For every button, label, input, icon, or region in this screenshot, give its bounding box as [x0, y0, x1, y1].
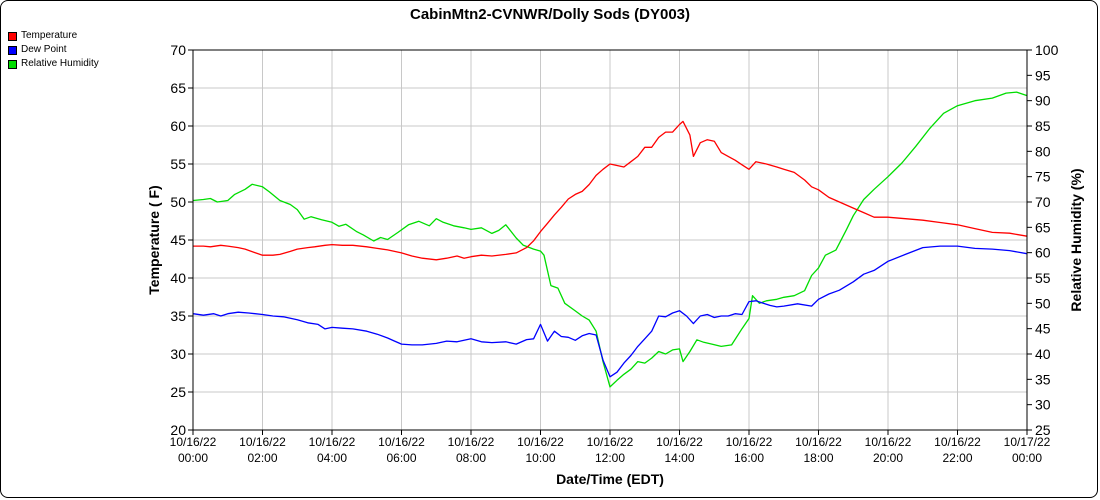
- x-tick-date: 10/16/22: [587, 435, 634, 449]
- x-tick-time: 18:00: [803, 451, 833, 465]
- x-tick-date: 10/16/22: [170, 435, 217, 449]
- y-tick-label: 35: [170, 308, 186, 324]
- x-axis-label: Date/Time (EDT): [556, 471, 664, 487]
- legend-label: Relative Humidity: [21, 58, 99, 69]
- y2-tick-label: 35: [1035, 371, 1051, 387]
- y2-tick-label: 40: [1035, 346, 1051, 362]
- legend-swatch-relative-humidity: [8, 59, 17, 69]
- x-tick-date: 10/16/22: [656, 435, 703, 449]
- x-tick-date: 10/16/22: [726, 435, 773, 449]
- y-tick-label: 30: [170, 346, 186, 362]
- y2-tick-label: 55: [1035, 270, 1051, 286]
- y2-axis-label: Relative Humidity (%): [1068, 168, 1084, 311]
- y2-tick-label: 90: [1035, 93, 1051, 109]
- legend-item-dew-point: Dew Point: [8, 43, 99, 57]
- legend-item-relative-humidity: Relative Humidity: [8, 57, 99, 71]
- x-tick-date: 10/16/22: [378, 435, 425, 449]
- x-tick-time: 00:00: [1012, 451, 1042, 465]
- y2-tick-label: 95: [1035, 67, 1051, 83]
- x-tick-date: 10/17/22: [1004, 435, 1051, 449]
- legend: Temperature Dew Point Relative Humidity: [8, 29, 99, 71]
- y2-tick-label: 50: [1035, 295, 1051, 311]
- y-tick-label: 60: [170, 118, 186, 134]
- x-tick-time: 20:00: [873, 451, 903, 465]
- x-tick-date: 10/16/22: [309, 435, 356, 449]
- y2-tick-label: 30: [1035, 397, 1051, 413]
- y2-tick-label: 75: [1035, 169, 1051, 185]
- y2-tick-label: 45: [1035, 321, 1051, 337]
- x-tick-date: 10/16/22: [517, 435, 564, 449]
- legend-label: Temperature: [21, 30, 78, 41]
- chart-title: CabinMtn2-CVNWR/Dolly Sods (DY003): [410, 6, 690, 23]
- gridlines: [192, 49, 1028, 431]
- legend-item-temperature: Temperature: [8, 29, 99, 43]
- left-axis-ticks: 20 25 30 35 40 45 50 55 60 65 70: [170, 42, 193, 438]
- legend-swatch-temperature: [8, 31, 17, 41]
- y-tick-label: 50: [170, 194, 186, 210]
- y2-tick-label: 85: [1035, 118, 1051, 134]
- y2-tick-label: 100: [1035, 42, 1059, 58]
- series-layer: [192, 91, 1028, 388]
- legend-label: Dew Point: [21, 44, 67, 55]
- y-tick-label: 55: [170, 156, 186, 172]
- x-tick-date: 10/16/22: [448, 435, 495, 449]
- x-tick-time: 12:00: [595, 451, 625, 465]
- y-axis-label: Temperature ( F): [146, 185, 162, 294]
- right-axis-ticks: 25 30 35 40 45 50 55 60 65 70 75 80 85 90 95 100: [1027, 42, 1059, 438]
- y-tick-label: 40: [170, 270, 186, 286]
- x-tick-date: 10/16/22: [239, 435, 286, 449]
- y2-tick-label: 70: [1035, 194, 1051, 210]
- x-tick-date: 10/16/22: [865, 435, 912, 449]
- series-line-temperature: [193, 120, 1028, 261]
- y-tick-label: 45: [170, 232, 186, 248]
- y2-tick-label: 25: [1035, 422, 1051, 438]
- x-tick-time: 16:00: [734, 451, 764, 465]
- x-tick-time: 08:00: [456, 451, 486, 465]
- legend-swatch-dew-point: [8, 45, 17, 55]
- y-tick-label: 65: [170, 80, 186, 96]
- y2-tick-label: 80: [1035, 143, 1051, 159]
- x-tick-time: 06:00: [386, 451, 416, 465]
- series-line-dew-point: [192, 245, 1028, 378]
- y-tick-label: 20: [170, 422, 186, 438]
- series-line-relative-humidity: [192, 91, 1028, 388]
- x-tick-date: 10/16/22: [934, 435, 981, 449]
- y-tick-label: 25: [170, 384, 186, 400]
- y2-tick-label: 65: [1035, 219, 1051, 235]
- x-axis-ticks: 10/16/22 00:00 10/16/22 02:00 10/16/22 04:00 1…: [170, 430, 1051, 465]
- x-tick-time: 00:00: [178, 451, 208, 465]
- y-tick-label: 70: [170, 42, 186, 58]
- y2-tick-label: 60: [1035, 245, 1051, 261]
- x-tick-time: 02:00: [247, 451, 277, 465]
- x-tick-time: 22:00: [942, 451, 972, 465]
- x-tick-time: 04:00: [317, 451, 347, 465]
- x-tick-time: 14:00: [664, 451, 694, 465]
- x-tick-date: 10/16/22: [795, 435, 842, 449]
- x-tick-time: 10:00: [525, 451, 555, 465]
